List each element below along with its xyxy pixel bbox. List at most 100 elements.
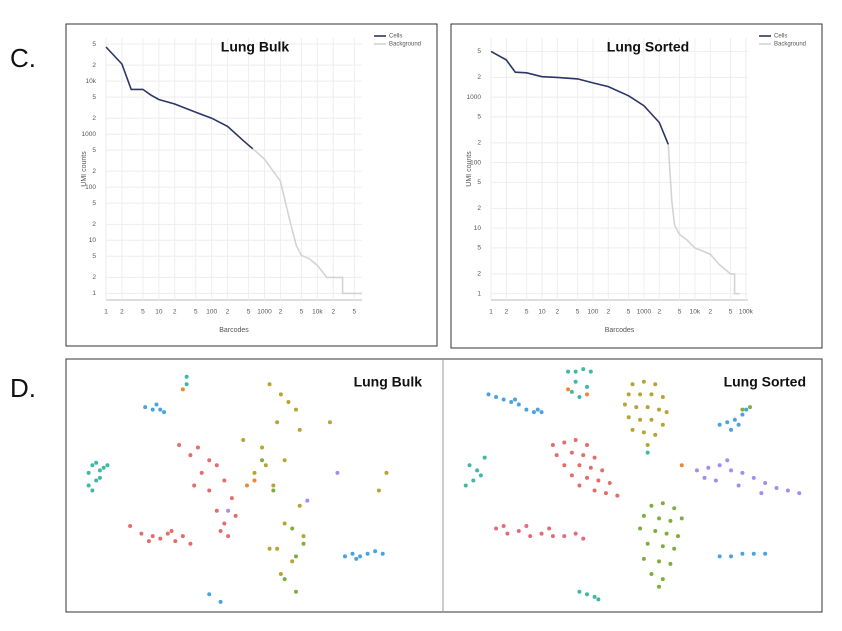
point: [638, 417, 643, 422]
y-tick-label: 5: [477, 114, 481, 121]
point: [207, 458, 212, 463]
point: [566, 387, 571, 392]
point: [214, 508, 219, 513]
point: [214, 463, 219, 468]
point: [649, 417, 654, 422]
point: [562, 534, 567, 539]
point: [664, 531, 669, 536]
point: [573, 379, 578, 384]
x-axis-label: Barcodes: [605, 327, 635, 334]
x-tick-label: 5: [678, 309, 682, 316]
point: [244, 483, 249, 488]
point: [763, 480, 768, 485]
x-tick-label: 2: [657, 309, 661, 316]
point: [263, 463, 268, 468]
point: [641, 430, 646, 435]
point: [365, 551, 370, 556]
point: [373, 549, 378, 554]
point: [252, 470, 257, 475]
point: [222, 521, 227, 526]
point: [494, 526, 499, 531]
point: [463, 483, 468, 488]
point: [573, 437, 578, 442]
point: [660, 501, 665, 506]
data-line: [490, 50, 670, 145]
point: [509, 400, 514, 405]
point: [581, 367, 586, 372]
point: [494, 394, 499, 399]
point: [694, 468, 699, 473]
point: [275, 420, 280, 425]
point: [732, 417, 737, 422]
point: [192, 483, 197, 488]
point: [585, 384, 590, 389]
point: [199, 470, 204, 475]
point: [358, 554, 363, 559]
point: [101, 465, 106, 470]
x-tick-label: 100: [588, 309, 599, 316]
y-tick-label: 2: [477, 271, 481, 278]
point: [188, 541, 193, 546]
point: [569, 473, 574, 478]
point: [218, 599, 223, 604]
point: [664, 410, 669, 415]
point: [516, 402, 521, 407]
y-tick-label: 10k: [86, 78, 97, 85]
point: [267, 546, 272, 551]
point: [706, 465, 711, 470]
point: [539, 410, 544, 415]
point: [573, 531, 578, 536]
point: [86, 483, 91, 488]
point: [531, 410, 536, 415]
data-line: [105, 46, 254, 150]
y-tick-label: 5: [477, 48, 481, 55]
point: [585, 443, 590, 448]
point: [547, 526, 552, 531]
point: [592, 455, 597, 460]
y-tick-label: 5: [92, 94, 96, 101]
y-tick-label: 100: [85, 184, 96, 191]
x-tick-label: 2: [331, 309, 335, 316]
point: [184, 374, 189, 379]
point: [218, 529, 223, 534]
point: [282, 577, 287, 582]
point: [573, 369, 578, 374]
x-axis-label: Barcodes: [219, 327, 249, 334]
point: [293, 554, 298, 559]
point: [293, 407, 298, 412]
x-tick-label: 2: [505, 309, 509, 316]
x-tick-label: 5: [576, 309, 580, 316]
point: [226, 534, 231, 539]
point: [660, 422, 665, 427]
point: [588, 465, 593, 470]
point: [717, 554, 722, 559]
point: [180, 534, 185, 539]
point: [501, 523, 506, 528]
point: [797, 491, 802, 496]
legend-label: Background: [389, 42, 421, 48]
point: [90, 488, 95, 493]
panel-frame: [65, 23, 438, 347]
point: [641, 379, 646, 384]
y-tick-label: 5: [92, 147, 96, 154]
point: [672, 546, 677, 551]
point: [607, 480, 612, 485]
point: [645, 443, 650, 448]
point: [478, 473, 483, 478]
x-tick-label: 100k: [739, 309, 754, 316]
point: [740, 412, 745, 417]
point: [672, 506, 677, 511]
x-tick-label: 1000: [257, 309, 272, 316]
point: [97, 468, 102, 473]
y-tick-label: 1: [477, 290, 481, 297]
point: [725, 420, 730, 425]
y-tick-label: 5: [92, 253, 96, 260]
x-tick-label: 5: [247, 309, 251, 316]
point: [736, 483, 741, 488]
point: [740, 470, 745, 475]
point: [668, 561, 673, 566]
y-axis-label: UMI counts: [81, 151, 88, 187]
chart-title: Lung Bulk: [221, 39, 290, 55]
point: [207, 592, 212, 597]
y-tick-label: 5: [477, 179, 481, 186]
